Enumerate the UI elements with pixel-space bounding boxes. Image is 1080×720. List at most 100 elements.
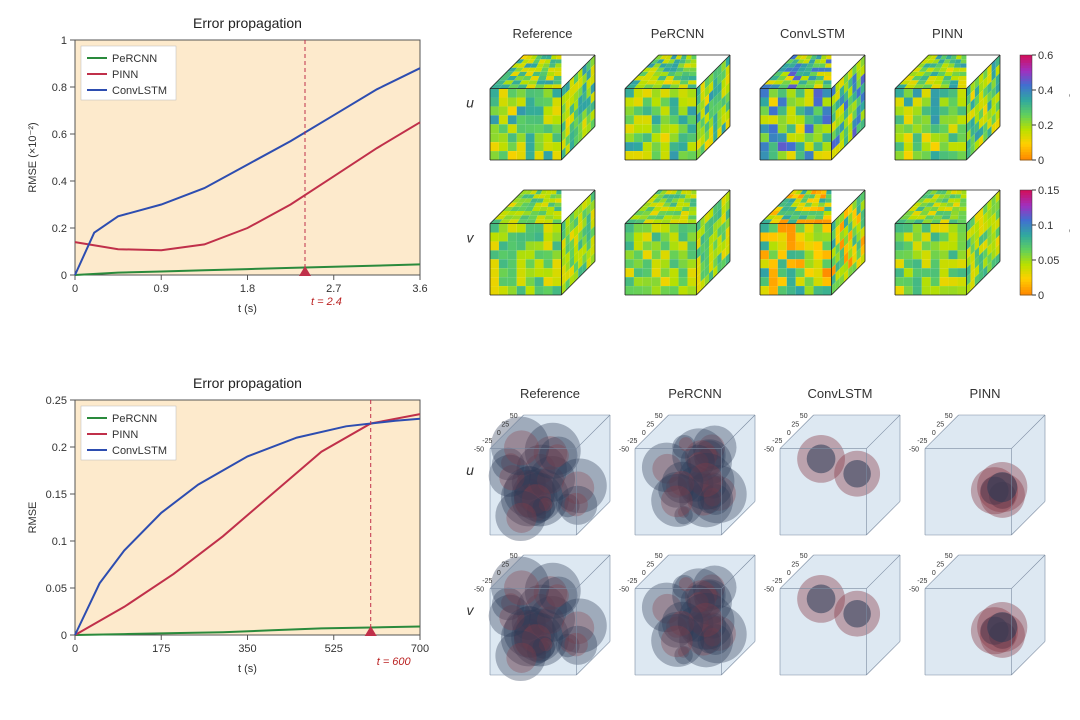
col-label: ConvLSTM <box>780 26 845 41</box>
svg-text:25: 25 <box>501 421 509 428</box>
svg-text:0: 0 <box>642 570 646 577</box>
chart-title: Error propagation <box>193 375 302 391</box>
row-label: u <box>466 462 474 478</box>
svg-text:0: 0 <box>1038 290 1044 302</box>
row-label: v <box>467 602 475 618</box>
svg-text:-25: -25 <box>627 438 637 445</box>
svg-text:50: 50 <box>655 553 663 560</box>
col-label: Reference <box>520 386 580 401</box>
svg-text:50: 50 <box>800 553 808 560</box>
svg-text:50: 50 <box>510 553 518 560</box>
svg-text:0: 0 <box>932 570 936 577</box>
svg-text:0.2: 0.2 <box>52 442 67 454</box>
col-label: PeRCNN <box>668 386 721 401</box>
col-label: ConvLSTM <box>807 386 872 401</box>
line-chart: 017535052570000.050.10.150.20.25t (s)RMS… <box>20 370 430 690</box>
svg-text:0.05: 0.05 <box>46 583 67 595</box>
legend-PINN: PINN <box>112 429 138 441</box>
svg-text:25: 25 <box>646 421 654 428</box>
svg-text:25: 25 <box>791 561 799 568</box>
svg-text:0: 0 <box>72 283 78 295</box>
cube-grid-bottom: ReferencePeRCNNConvLSTMPINNuv-50-2502550… <box>450 380 1070 690</box>
legend-ConvLSTM: ConvLSTM <box>112 445 167 457</box>
svg-text:0.1: 0.1 <box>52 536 67 548</box>
svg-text:0: 0 <box>497 430 501 437</box>
x-axis-label: t (s) <box>238 303 257 315</box>
cube-grid-top: Reference PeRCNN ConvLSTM PINN u v 0 0.2 0.4 0.6 M… <box>450 20 1070 320</box>
legend-ConvLSTM: ConvLSTM <box>112 85 167 97</box>
svg-text:-50: -50 <box>619 447 629 454</box>
svg-text:0.15: 0.15 <box>46 489 67 501</box>
col-label: Reference <box>513 26 573 41</box>
col-label: PINN <box>969 386 1000 401</box>
svg-text:50: 50 <box>510 413 518 420</box>
svg-text:0.9: 0.9 <box>154 283 169 295</box>
svg-text:0.4: 0.4 <box>1038 85 1053 97</box>
legend-PeRCNN: PeRCNN <box>112 53 157 65</box>
svg-text:350: 350 <box>238 643 256 655</box>
svg-text:0.1: 0.1 <box>1038 220 1053 232</box>
svg-text:-25: -25 <box>772 438 782 445</box>
svg-text:0: 0 <box>497 570 501 577</box>
svg-text:0.8: 0.8 <box>52 82 67 94</box>
svg-text:0: 0 <box>1038 155 1044 167</box>
line-chart: 00.91.82.73.600.20.40.60.81t (s)RMSE (×1… <box>20 10 430 330</box>
x-axis-label: t (s) <box>238 663 257 675</box>
svg-text:0.15: 0.15 <box>1038 185 1059 197</box>
svg-text:0.2: 0.2 <box>1038 120 1053 132</box>
svg-text:25: 25 <box>936 561 944 568</box>
svg-text:-25: -25 <box>772 578 782 585</box>
svg-text:0.25: 0.25 <box>46 395 67 407</box>
row-label: v <box>467 230 475 246</box>
col-label: PeRCNN <box>651 26 704 41</box>
svg-text:0: 0 <box>642 430 646 437</box>
svg-text:0.6: 0.6 <box>1038 50 1053 62</box>
svg-text:0.4: 0.4 <box>52 176 67 188</box>
svg-text:525: 525 <box>325 643 343 655</box>
svg-text:-50: -50 <box>474 447 484 454</box>
svg-text:-50: -50 <box>909 587 919 594</box>
svg-text:-25: -25 <box>482 578 492 585</box>
svg-text:2.7: 2.7 <box>326 283 341 295</box>
svg-text:0: 0 <box>72 643 78 655</box>
svg-text:Magnitude v: Magnitude v <box>1069 213 1070 273</box>
svg-text:25: 25 <box>501 561 509 568</box>
svg-text:50: 50 <box>800 413 808 420</box>
svg-text:3.6: 3.6 <box>412 283 427 295</box>
svg-text:1: 1 <box>61 35 67 47</box>
y-axis-label: RMSE (×10⁻²) <box>27 122 39 192</box>
col-label: PINN <box>932 26 963 41</box>
svg-text:25: 25 <box>791 421 799 428</box>
svg-text:0.05: 0.05 <box>1038 255 1059 267</box>
svg-text:25: 25 <box>646 561 654 568</box>
svg-text:-25: -25 <box>917 578 927 585</box>
svg-text:0: 0 <box>787 570 791 577</box>
svg-text:-25: -25 <box>917 438 927 445</box>
svg-text:50: 50 <box>945 553 953 560</box>
y-axis-label: RMSE <box>27 502 39 534</box>
svg-text:175: 175 <box>152 643 170 655</box>
svg-text:25: 25 <box>936 421 944 428</box>
svg-text:0: 0 <box>61 270 67 282</box>
legend-PeRCNN: PeRCNN <box>112 413 157 425</box>
svg-text:50: 50 <box>655 413 663 420</box>
svg-text:-50: -50 <box>764 587 774 594</box>
svg-text:-50: -50 <box>619 587 629 594</box>
svg-text:-50: -50 <box>909 447 919 454</box>
svg-text:-25: -25 <box>482 438 492 445</box>
marker-label: t = 600 <box>377 656 412 668</box>
svg-text:700: 700 <box>411 643 429 655</box>
svg-text:-25: -25 <box>627 578 637 585</box>
svg-text:0.2: 0.2 <box>52 223 67 235</box>
svg-text:1.8: 1.8 <box>240 283 255 295</box>
row-label: u <box>466 95 474 111</box>
svg-text:Magnitude u: Magnitude u <box>1069 77 1070 138</box>
svg-text:-50: -50 <box>474 587 484 594</box>
svg-text:50: 50 <box>945 413 953 420</box>
legend-PINN: PINN <box>112 69 138 81</box>
chart-title: Error propagation <box>193 15 302 31</box>
svg-text:0: 0 <box>787 430 791 437</box>
marker-label: t = 2.4 <box>311 296 342 308</box>
svg-text:0: 0 <box>932 430 936 437</box>
svg-text:-50: -50 <box>764 447 774 454</box>
